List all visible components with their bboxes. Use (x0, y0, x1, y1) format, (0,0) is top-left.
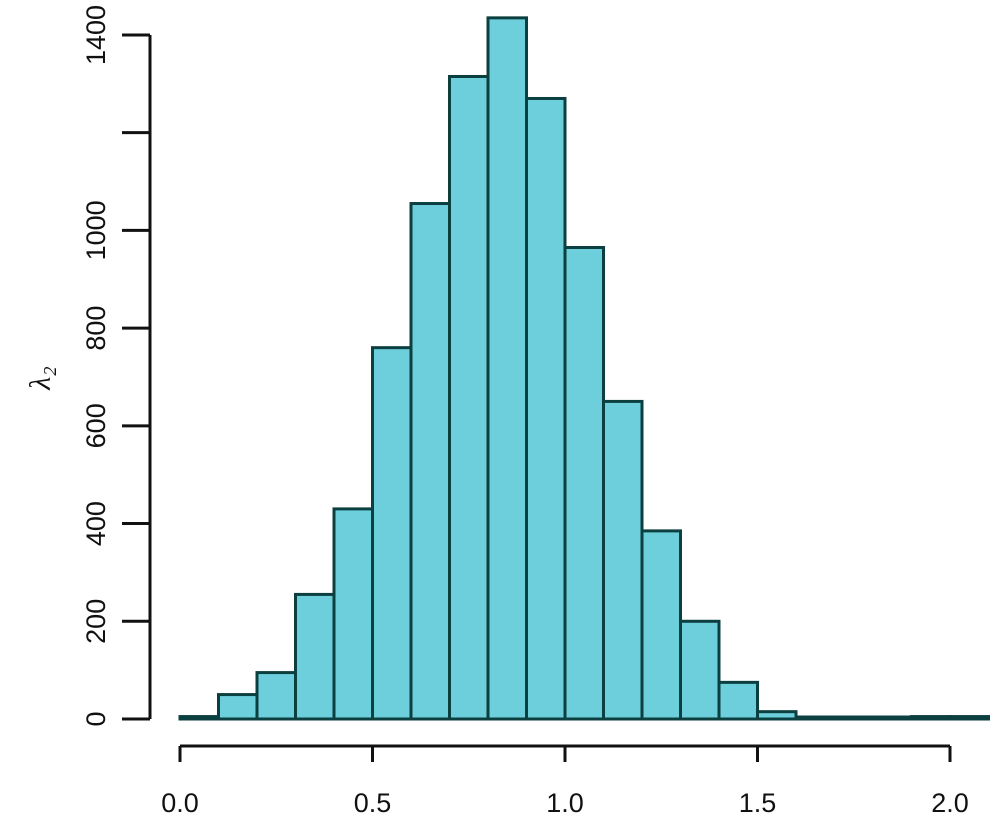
x-tick-label: 2.0 (931, 788, 969, 818)
y-tick-label: 200 (81, 599, 111, 644)
x-tick-label: 0.5 (354, 788, 392, 818)
histogram-bar (525, 96, 567, 721)
histogram-bar (294, 592, 336, 721)
histogram-bar (833, 715, 875, 721)
histogram-bar (794, 715, 836, 721)
bars-group (178, 16, 990, 721)
histogram-bar (217, 693, 259, 721)
histogram-bar (910, 715, 952, 721)
y-tick-label: 800 (81, 306, 111, 351)
y-tick-label: 400 (81, 501, 111, 546)
histogram-bar (486, 16, 528, 721)
histogram-bar (679, 619, 721, 721)
y-tick-label: 600 (81, 403, 111, 448)
histogram-bar (448, 74, 490, 721)
histogram-bar (602, 399, 644, 721)
histogram-bar (756, 710, 798, 721)
x-tick-label: 1.0 (546, 788, 584, 818)
x-tick-label: 0.0 (161, 788, 199, 818)
histogram-bar (717, 680, 759, 721)
histogram-bar (332, 507, 374, 721)
histogram-bar (871, 715, 913, 721)
y-axis: 0 200 400 600 800 1000 1400 (81, 5, 152, 727)
histogram-bar (640, 529, 682, 721)
histogram-bar (371, 346, 413, 721)
x-tick-label: 1.5 (739, 788, 777, 818)
histogram-bar (255, 671, 297, 721)
x-axis: 0.0 0.5 1.0 1.5 2.0 (161, 744, 969, 818)
histogram-bar (948, 715, 990, 721)
y-tick-label: 1400 (81, 5, 111, 65)
y-tick-label: 1000 (81, 200, 111, 260)
histogram-bar (178, 715, 220, 721)
histogram-bar (409, 202, 451, 721)
histogram-bar (563, 246, 605, 721)
y-axis-title: λ₂ (24, 366, 57, 390)
y-tick-label: 0 (81, 711, 111, 726)
